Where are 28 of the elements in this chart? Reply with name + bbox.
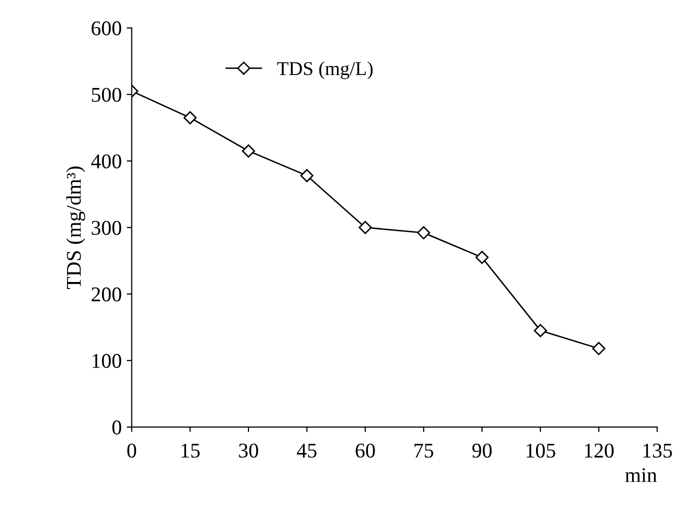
legend-label: TDS (mg/L)	[277, 62, 373, 80]
x-tick-label: 45	[296, 444, 316, 458]
y-axis-title: TDS (mg/dm³)	[66, 166, 86, 289]
x-tick-label: 135	[643, 444, 672, 458]
point	[417, 226, 430, 240]
y-tick-label: 100	[92, 354, 122, 368]
point	[358, 220, 372, 234]
x-tick-label: 120	[585, 444, 614, 458]
x-tick-label: 90	[472, 444, 492, 458]
point	[475, 250, 489, 264]
y-tick-label: 500	[92, 88, 122, 102]
x-tick-label: 60	[356, 444, 375, 458]
y-tick-label: 600	[92, 21, 122, 36]
x-tick-label: 30	[239, 444, 258, 458]
point	[534, 324, 548, 338]
point	[184, 111, 197, 124]
point	[592, 342, 606, 356]
y-tick-label: 200	[92, 287, 122, 302]
y-tick-label: 0	[112, 420, 122, 434]
x-tick-label: 0	[127, 444, 136, 458]
y-tick-label: 300	[92, 220, 122, 235]
point	[300, 169, 314, 182]
x-axis-title: min	[625, 468, 657, 482]
y-tick-label: 400	[91, 154, 122, 168]
x-tick-label: 105	[526, 444, 556, 458]
x-tick-label: 75	[414, 444, 434, 458]
x-tick-label: 15	[182, 444, 200, 458]
point	[242, 144, 256, 158]
